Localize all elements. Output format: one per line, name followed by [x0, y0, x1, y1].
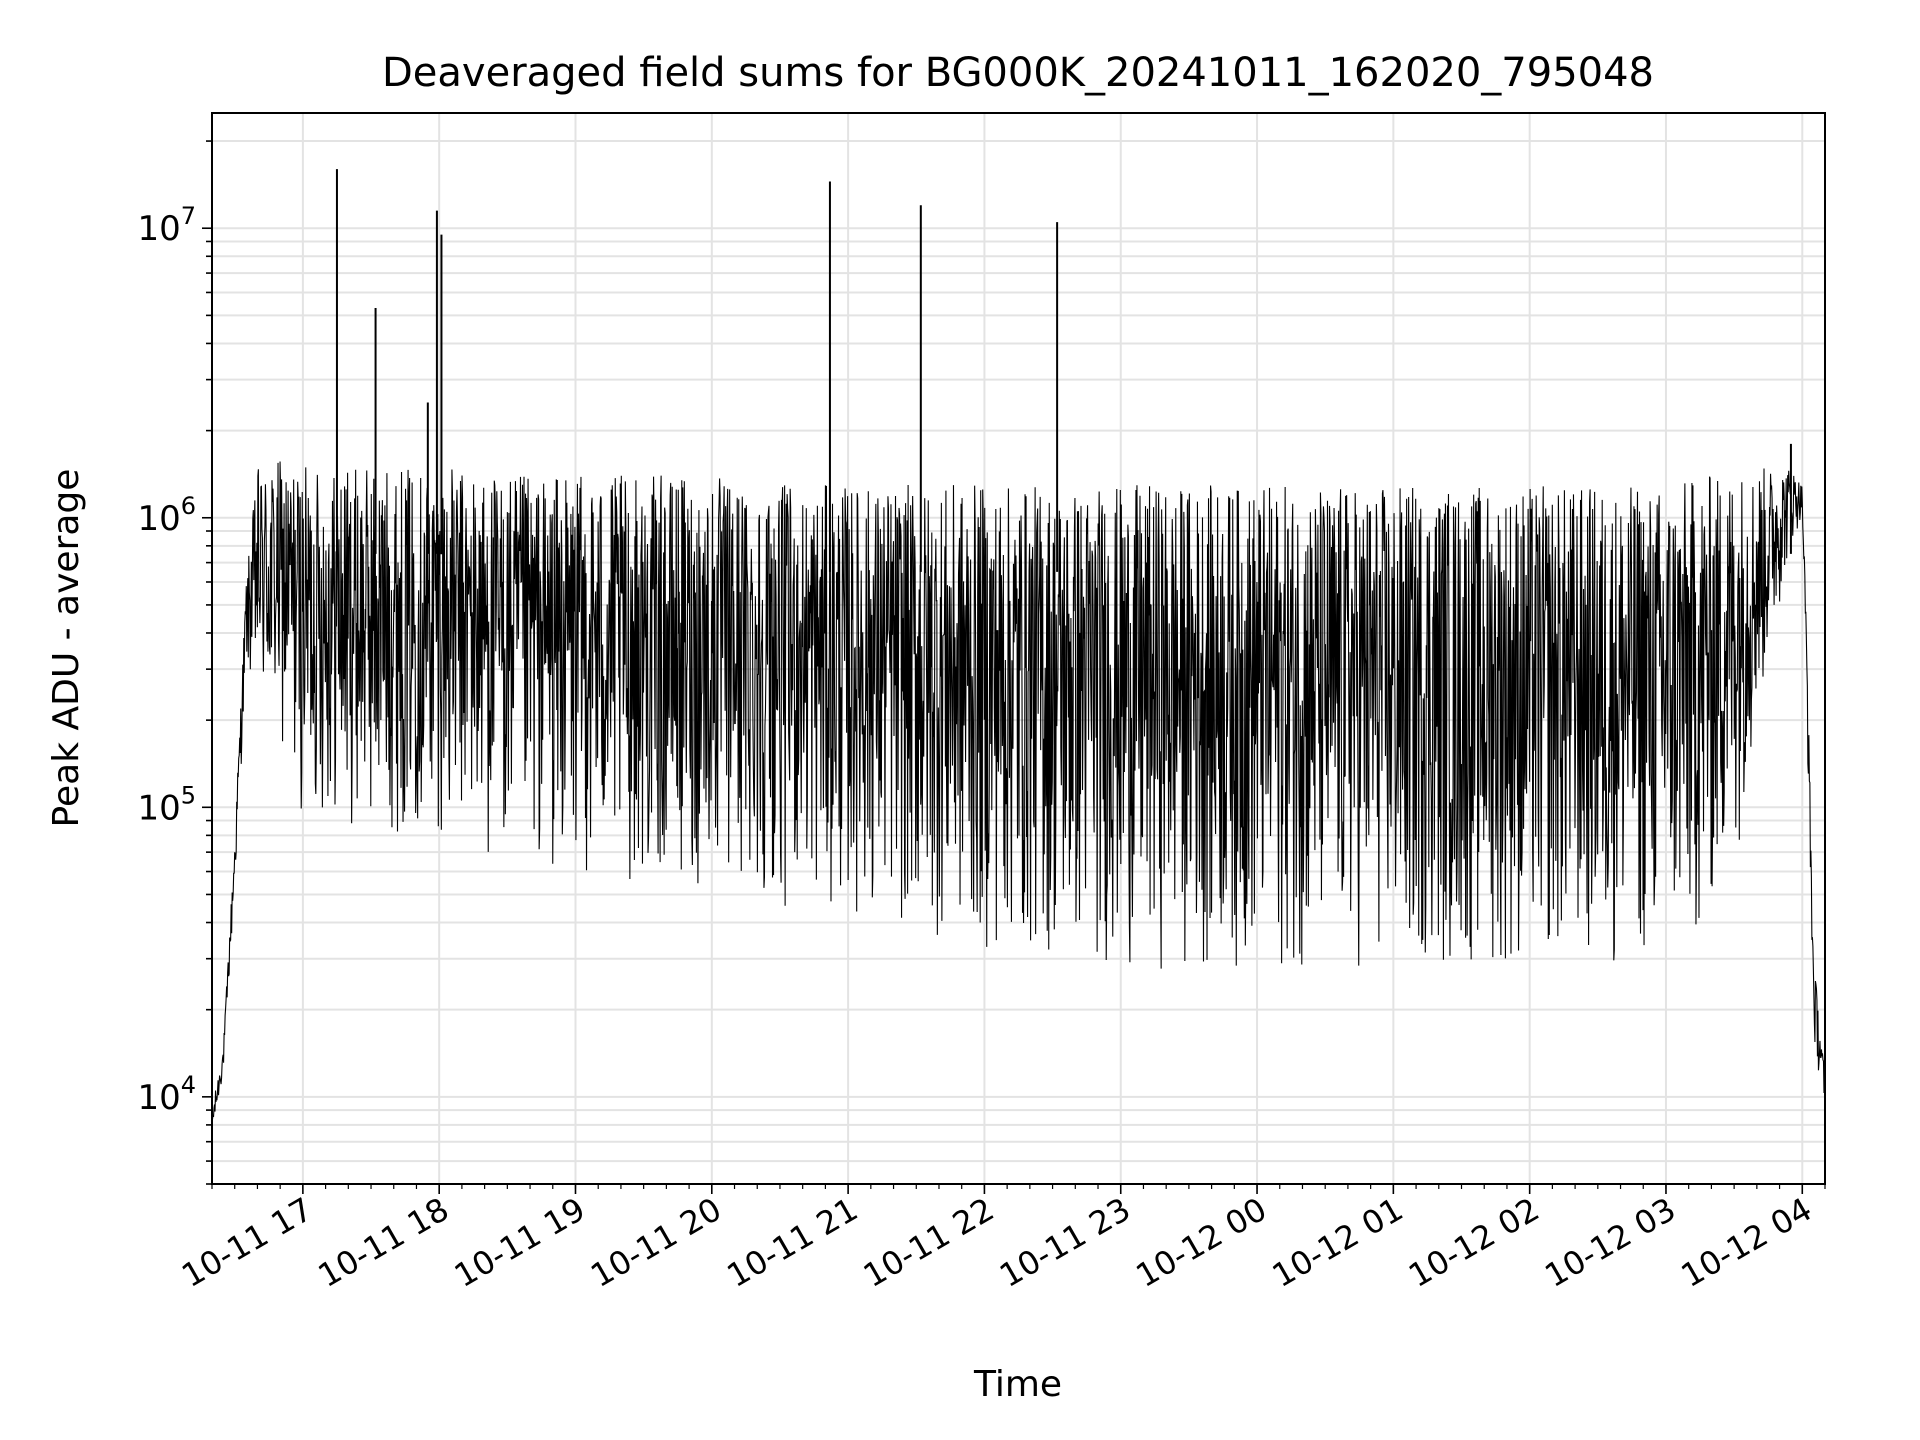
- y-tick-exponent: 5: [181, 781, 196, 809]
- x-axis-label: Time: [973, 1364, 1062, 1405]
- y-axis-label: Peak ADU - average: [46, 469, 87, 828]
- y-tick-base: 10: [137, 209, 180, 249]
- y-tick-base: 10: [137, 788, 180, 828]
- y-tick-label: 106: [137, 492, 196, 539]
- y-tick-label: 107: [137, 202, 196, 249]
- y-tick-exponent: 4: [181, 1071, 196, 1099]
- y-tick-base: 10: [137, 499, 180, 539]
- y-tick-exponent: 7: [181, 202, 196, 230]
- data-layer: [212, 169, 1825, 1120]
- y-tick-label: 105: [137, 781, 196, 828]
- y-tick-exponent: 6: [181, 492, 196, 520]
- chart-title: Deaveraged field sums for BG000K_2024101…: [382, 50, 1654, 96]
- series-line: [212, 461, 1825, 1120]
- y-tick-label: 104: [137, 1071, 196, 1118]
- plot-frame: [211, 112, 1826, 1185]
- grid: [212, 113, 1825, 1185]
- y-tick-base: 10: [137, 1078, 180, 1118]
